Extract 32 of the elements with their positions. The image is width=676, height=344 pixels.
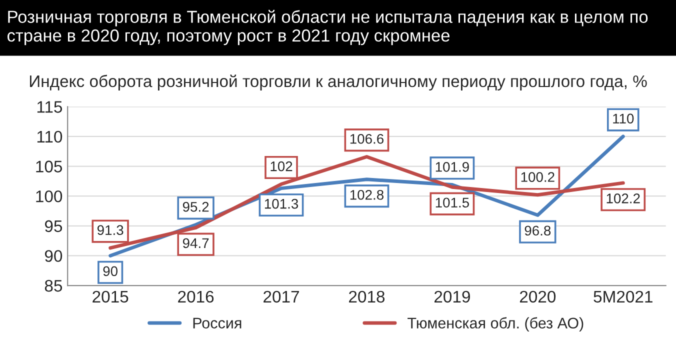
data-label: 100.2	[521, 172, 554, 182]
data-label: 102	[270, 161, 292, 172]
data-label: 95.2	[182, 202, 209, 212]
data-label: 101.5	[436, 198, 469, 208]
data-label: 90	[103, 266, 118, 276]
legend-label: Тюменская обл. (без АО)	[408, 317, 584, 332]
x-tick-label: 2017	[264, 290, 299, 303]
y-tick-label: 95	[44, 220, 62, 232]
x-tick-label: 5M2021	[594, 290, 652, 303]
data-label: 102.8	[350, 190, 384, 200]
x-tick-label: 2016	[178, 290, 214, 303]
x-tick-label: 2018	[349, 290, 385, 303]
legend-label: Россия	[193, 318, 242, 329]
data-label: 101.3	[264, 198, 298, 209]
y-tick-label: 115	[37, 101, 62, 113]
data-label: 91.3	[97, 225, 124, 236]
y-tick-label: 90	[44, 250, 62, 262]
data-label: 110	[613, 114, 634, 124]
y-tick-label: 110	[37, 130, 62, 143]
y-tick-label: 85	[44, 280, 62, 292]
x-tick-label: 2019	[434, 290, 470, 303]
x-tick-label: 2015	[92, 290, 128, 303]
data-label: 101.9	[436, 162, 469, 172]
data-label: 106.6	[350, 134, 384, 144]
y-tick-label: 105	[36, 160, 62, 172]
data-label: 96.8	[524, 226, 551, 236]
chart-subtitle: Индекс оборота розничной торговли к аналогичному периоду прошлого года, %	[30, 74, 647, 90]
chart-title: Розничная торговля в Тюменской области не испытала падения как в целом по стране в 2020 году, поэтому рост в 2021 году скромнее	[8, 10, 648, 46]
x-tick-label: 2020	[520, 290, 556, 303]
data-label: 102.2	[606, 194, 640, 204]
y-tick-label: 100	[36, 190, 62, 202]
data-label: 94.7	[182, 238, 209, 248]
